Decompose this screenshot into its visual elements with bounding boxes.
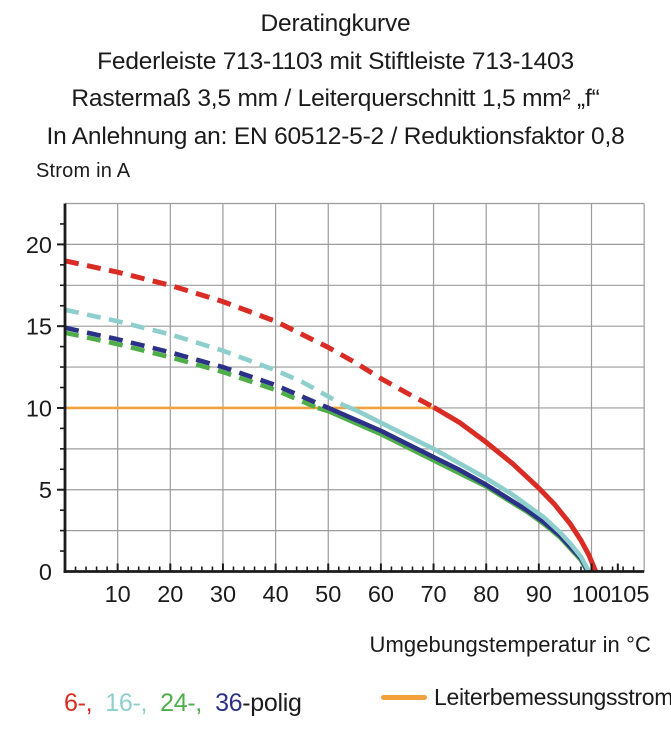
y-axis-title: Strom in A	[36, 160, 131, 182]
legend-item-16polig: 16-,	[105, 689, 148, 717]
svg-text:50: 50	[315, 581, 341, 607]
chart-title: Deratingkurve	[260, 10, 411, 37]
svg-text:20: 20	[157, 581, 183, 607]
svg-text:70: 70	[420, 581, 446, 607]
chart-subtitle-product: Federleiste 713-1103 mit Stiftleiste 713…	[97, 47, 574, 75]
svg-text:5: 5	[39, 477, 52, 503]
svg-text:90: 90	[526, 581, 552, 607]
svg-text:60: 60	[368, 581, 394, 607]
svg-text:0: 0	[39, 559, 52, 585]
rated-current-label: Leiterbemessungsstrom	[434, 684, 671, 710]
rated-current-line-swatch	[381, 695, 427, 700]
legend-item-36-number: 36	[215, 689, 243, 717]
svg-text:105: 105	[610, 581, 649, 607]
chart-subtitle-spec: Rastermaß 3,5 mm / Leiterquerschnitt 1,5…	[71, 85, 600, 112]
svg-text:20: 20	[26, 232, 52, 258]
svg-text:10: 10	[26, 395, 52, 421]
svg-text:80: 80	[473, 581, 499, 607]
legend-item-36polig: 36 -polig	[215, 689, 302, 718]
svg-text:10: 10	[105, 581, 131, 607]
chart-subtitle-standard: In Anlehnung an: EN 60512-5-2 / Reduktio…	[46, 122, 625, 150]
chart-title-block: Deratingkurve Federleiste 713-1103 mit S…	[0, 5, 671, 155]
svg-text:100: 100	[572, 581, 611, 607]
svg-text:40: 40	[263, 581, 289, 607]
svg-text:15: 15	[26, 314, 52, 340]
legend-poles-suffix: -polig	[242, 689, 302, 717]
x-axis-title: Umgebungstemperatur in °C	[369, 632, 651, 657]
legend-item-24polig: 24-,	[160, 689, 203, 717]
svg-text:30: 30	[210, 581, 236, 607]
legend-poles: 6-, 16-, 24-, 36 -polig	[64, 689, 302, 718]
legend-item-6polig: 6-,	[64, 689, 93, 717]
legend-rated-current: Leiterbemessungsstrom	[381, 684, 671, 711]
